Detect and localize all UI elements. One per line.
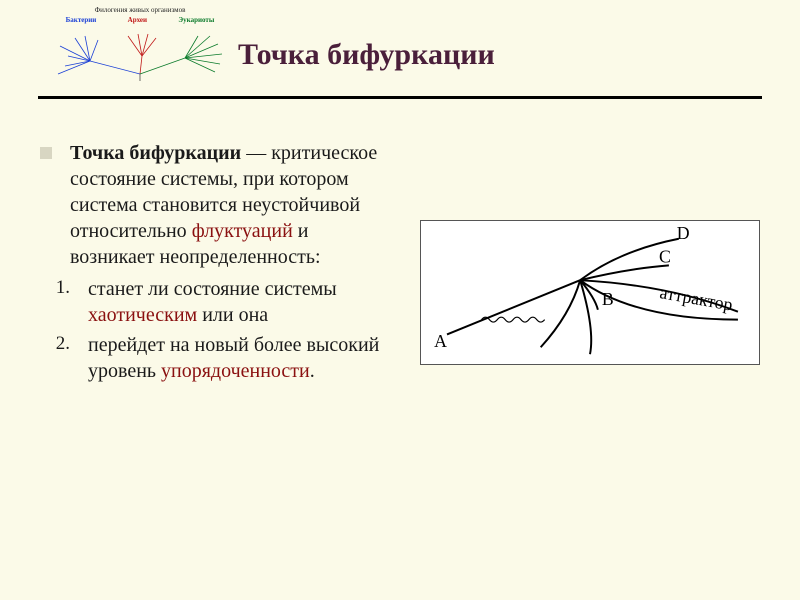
path-main [447,280,580,334]
diagram-label-attractor: аттрактор [658,282,734,314]
bullet-square-icon [40,147,52,159]
path-wave [482,317,545,322]
list-item: 1. станет ли состояние системы хаотическ… [40,276,380,328]
phylo-label-bacteria: Бактерии [66,16,97,24]
phylo-title: Филогения живых организмов [50,6,230,14]
definition-bullet: Точка бифуркации — критическое состояние… [40,140,380,270]
list-number-2: 2. [40,332,70,357]
diagram-label-a: A [434,331,447,351]
path-to-c [580,265,669,280]
bifurcation-diagram: A B C D аттрактор [420,220,760,365]
numbered-list: 1. станет ли состояние системы хаотическ… [40,276,380,384]
diagram-label-c: C [659,246,671,266]
item2-text: перейдет на новый более высокий уровень … [88,332,380,384]
phylo-label-archaea: Археи [128,16,147,24]
diagram-label-d: D [677,223,690,243]
definition-hl-fluctuations: флуктуаций [192,220,293,242]
phylo-label-eukaryota: Эукариоты [178,16,214,24]
path-down1 [541,280,580,347]
title-underline [38,96,762,99]
definition-term: Точка бифуркации [70,142,241,164]
slide-title: Точка бифуркации [238,38,495,72]
diagram-label-b: B [602,289,614,309]
list-item: 2. перейдет на новый более высокий урове… [40,332,380,384]
item1-text: станет ли состояние системы хаотическим … [88,276,380,328]
phylo-tree-icon [50,26,230,81]
definition-text: Точка бифуркации — критическое состояние… [70,140,380,270]
phylogeny-thumbnail: Филогения живых организмов Бактерии Архе… [50,6,230,86]
item1-hl: хаотическим [88,304,197,326]
content-area: Точка бифуркации — критическое состояние… [40,140,380,388]
path-b-tail [580,280,598,310]
item2-hl: упорядоченности [161,360,310,382]
list-number-1: 1. [40,276,70,301]
phylo-domain-labels: Бактерии Археи Эукариоты [50,16,230,24]
